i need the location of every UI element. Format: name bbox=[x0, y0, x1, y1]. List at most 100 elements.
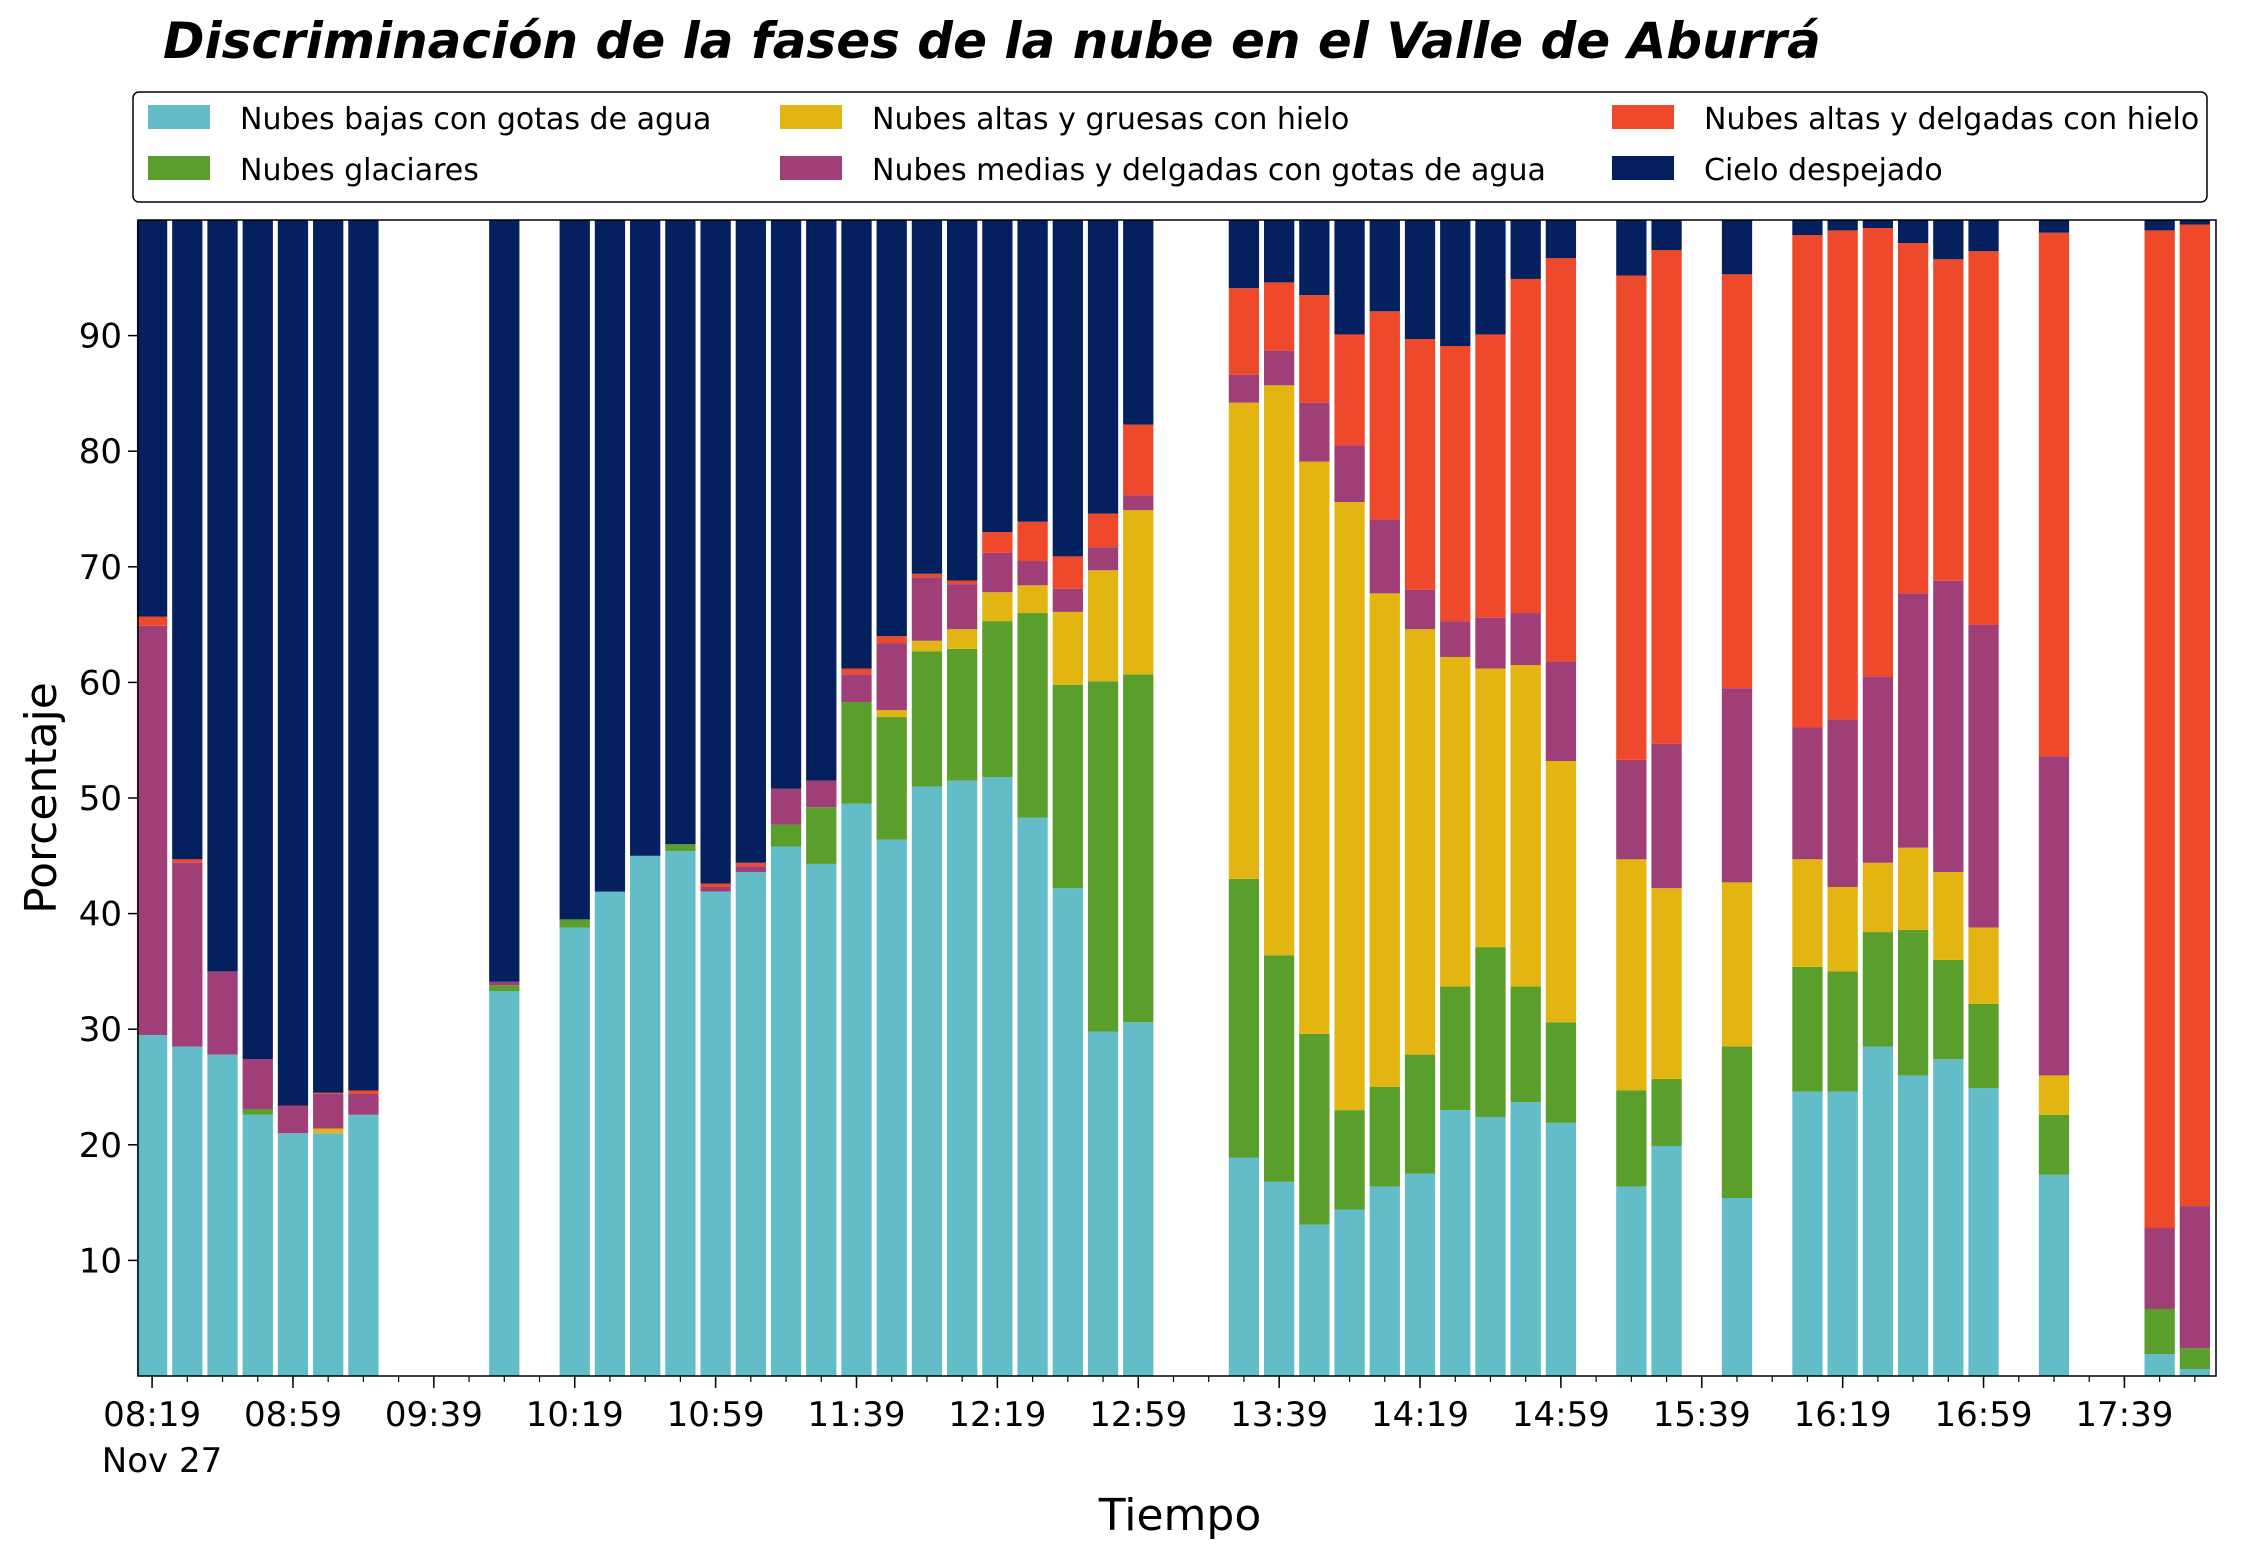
bar-segment bbox=[1017, 220, 1048, 522]
bar-group bbox=[1545, 220, 1577, 1376]
bar-segment bbox=[806, 780, 837, 808]
bar-segment bbox=[735, 220, 766, 863]
bar-group bbox=[806, 220, 837, 1376]
bar-group bbox=[947, 220, 978, 1376]
bar-group bbox=[207, 220, 238, 1376]
bar-group bbox=[313, 220, 344, 1376]
bar-segment bbox=[1721, 1046, 1753, 1198]
x-tick-label: 08:19 bbox=[103, 1395, 201, 1435]
bar-segment bbox=[1263, 282, 1295, 351]
bar-segment bbox=[630, 855, 661, 1376]
bar-segment bbox=[1862, 862, 1894, 933]
bar-segment bbox=[1475, 220, 1506, 335]
bar-group bbox=[911, 220, 943, 1376]
x-tick-label: 13:39 bbox=[1230, 1395, 1328, 1435]
legend-label: Cielo despejado bbox=[1704, 153, 1943, 188]
bar-segment bbox=[947, 580, 978, 585]
bar-segment bbox=[1017, 521, 1048, 562]
bar-segment bbox=[806, 863, 837, 1376]
bar-segment bbox=[1052, 588, 1083, 612]
bar-segment bbox=[1616, 759, 1647, 860]
bar-segment bbox=[1404, 339, 1436, 590]
bar-segment bbox=[841, 674, 872, 703]
bar-segment bbox=[1017, 817, 1048, 1376]
bar-segment bbox=[1933, 959, 1964, 1060]
bar-segment bbox=[1087, 681, 1119, 1032]
bar-segment bbox=[1052, 684, 1083, 889]
x-axis-label: Tiempo bbox=[1098, 1490, 1262, 1541]
bar-segment bbox=[1369, 1186, 1400, 1376]
bar-group bbox=[1862, 220, 1894, 1376]
bar-group bbox=[841, 220, 872, 1376]
x-tick-label: 15:39 bbox=[1653, 1395, 1751, 1435]
bar-segment bbox=[172, 859, 203, 863]
bar-segment bbox=[1616, 275, 1647, 760]
bar-segment bbox=[665, 220, 696, 845]
legend-label: Nubes bajas con gotas de agua bbox=[240, 102, 711, 137]
bar-group bbox=[1017, 220, 1048, 1376]
bar-segment bbox=[1123, 510, 1154, 675]
bar-segment bbox=[348, 1090, 379, 1094]
bar-group bbox=[1792, 220, 1823, 1376]
bar-group bbox=[1334, 220, 1365, 1376]
bar-segment bbox=[1404, 1054, 1436, 1174]
bar-group bbox=[1123, 220, 1154, 1376]
bar-segment bbox=[313, 220, 344, 1093]
bar-segment bbox=[982, 621, 1013, 778]
bar-segment bbox=[1862, 1046, 1894, 1376]
bar-segment bbox=[770, 846, 802, 1376]
legend-swatch bbox=[1612, 105, 1674, 129]
bar-segment bbox=[911, 573, 943, 578]
bar-segment bbox=[1721, 1197, 1753, 1376]
bar-segment bbox=[1827, 971, 1858, 1092]
bar-segment bbox=[735, 866, 766, 872]
bar-segment bbox=[2179, 220, 2211, 225]
bar-segment bbox=[841, 702, 872, 804]
bar-segment bbox=[1616, 1186, 1647, 1376]
legend-swatch bbox=[148, 105, 210, 129]
bar-segment bbox=[1897, 593, 1929, 848]
bar-group bbox=[700, 220, 731, 1376]
bar-segment bbox=[700, 891, 731, 1376]
bar-segment bbox=[1651, 1145, 1682, 1376]
bar-segment bbox=[1440, 656, 1471, 987]
bar-segment bbox=[136, 1034, 168, 1376]
bar-group bbox=[1475, 220, 1506, 1376]
bar-group bbox=[277, 220, 309, 1376]
bar-segment bbox=[1933, 580, 1964, 872]
bar-group bbox=[594, 220, 626, 1376]
bar-segment bbox=[1475, 668, 1506, 948]
x-tick-label: 10:59 bbox=[667, 1395, 765, 1435]
bar-segment bbox=[2144, 1308, 2175, 1355]
bar-segment bbox=[1440, 986, 1471, 1111]
bar-segment bbox=[348, 220, 379, 1091]
bar-segment bbox=[1440, 220, 1471, 346]
bar-segment bbox=[806, 220, 837, 781]
bar-group bbox=[1087, 220, 1119, 1376]
bar-segment bbox=[1334, 220, 1365, 335]
legend-swatch bbox=[148, 156, 210, 180]
bar-segment bbox=[1792, 1091, 1823, 1376]
bar-segment bbox=[1263, 1181, 1295, 1376]
bar-segment bbox=[1510, 278, 1541, 614]
bar-segment bbox=[2038, 220, 2070, 233]
bar-segment bbox=[313, 1128, 344, 1134]
plot-area: 10 20 30 40 50 60 70 80 90 08:19 08:59 09:39 10:19 1… bbox=[79, 219, 2217, 1435]
bar-segment bbox=[911, 786, 943, 1376]
bar-segment bbox=[1545, 761, 1577, 1023]
y-axis-label: Porcentaje bbox=[16, 682, 67, 914]
bar-segment bbox=[277, 1105, 309, 1134]
bar-segment bbox=[1651, 1078, 1682, 1146]
bar-segment bbox=[1475, 334, 1506, 618]
bar-group bbox=[1404, 220, 1436, 1376]
bar-segment bbox=[1123, 495, 1154, 511]
bar-segment bbox=[1475, 617, 1506, 669]
bar-group bbox=[1052, 220, 1083, 1376]
legend-item: Nubes bajas con gotas de agua bbox=[148, 102, 711, 137]
bar-segment bbox=[1123, 220, 1154, 425]
bar-segment bbox=[1404, 220, 1436, 340]
bar-segment bbox=[1510, 1102, 1541, 1376]
bar-segment bbox=[1862, 932, 1894, 1047]
chart-title: Discriminación de la fases de la nube en… bbox=[163, 12, 1821, 70]
